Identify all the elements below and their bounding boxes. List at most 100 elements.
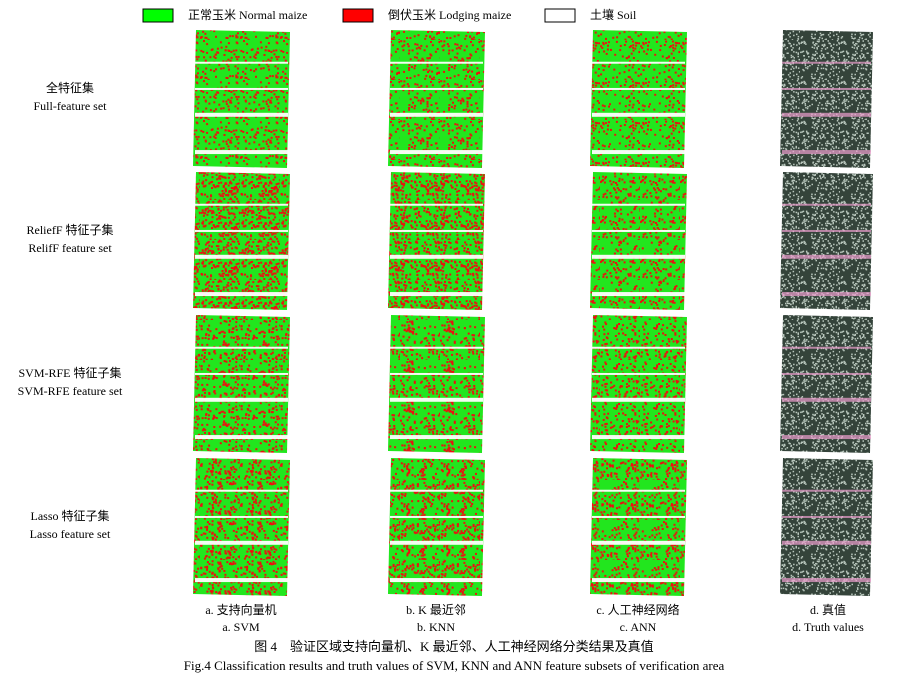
soil-stripe xyxy=(782,87,871,90)
soil-stripe xyxy=(592,150,685,155)
soil-stripe xyxy=(390,397,483,402)
soil-stripe xyxy=(592,292,685,297)
soil-stripe xyxy=(782,435,871,440)
caption-zh: 图 4 验证区域支持向量机、K 最近邻、人工神经网络分类结果及真值 xyxy=(254,639,653,654)
soil-stripe xyxy=(592,346,685,349)
soil-stripe xyxy=(195,87,288,90)
soil-stripe xyxy=(782,112,871,117)
result-image xyxy=(780,458,873,596)
soil-stripe xyxy=(782,61,871,64)
soil-stripe xyxy=(390,254,483,259)
legend-label: 土壤 Soil xyxy=(590,7,637,22)
soil-stripe xyxy=(592,397,685,402)
result-image xyxy=(388,315,485,453)
caption-en: Fig.4 Classification results and truth v… xyxy=(184,658,725,673)
soil-stripe xyxy=(782,372,871,375)
image-area xyxy=(780,30,873,168)
soil-stripe xyxy=(195,515,288,518)
column-label-zh: c. 人工神经网络 xyxy=(596,602,679,617)
soil-stripe xyxy=(782,203,871,206)
soil-stripe xyxy=(195,540,288,545)
soil-stripe xyxy=(390,292,483,297)
soil-stripe xyxy=(592,203,685,206)
soil-stripe xyxy=(195,61,288,64)
result-image xyxy=(388,30,485,168)
image-area xyxy=(388,30,485,168)
row-label-en: RelifF feature set xyxy=(28,241,112,255)
row-label-en: Full-feature set xyxy=(34,99,108,113)
soil-stripe xyxy=(782,229,871,232)
soil-stripe xyxy=(782,346,871,349)
result-image xyxy=(193,172,290,310)
image-area xyxy=(388,172,485,310)
soil-stripe xyxy=(782,540,871,545)
column-label-en: d. Truth values xyxy=(792,620,864,634)
legend-swatch xyxy=(342,8,374,23)
column-label-zh: a. 支持向量机 xyxy=(205,602,276,617)
column-label-en: a. SVM xyxy=(222,620,260,634)
image-area xyxy=(590,30,687,168)
soil-stripe xyxy=(390,229,483,232)
soil-stripe xyxy=(592,489,685,492)
soil-stripe xyxy=(592,112,685,117)
soil-stripe xyxy=(782,578,871,583)
result-image xyxy=(193,458,290,596)
legend-swatch xyxy=(544,8,576,23)
soil-stripe xyxy=(195,292,288,297)
soil-stripe xyxy=(195,203,288,206)
image-area xyxy=(193,315,290,453)
soil-stripe xyxy=(390,540,483,545)
soil-stripe xyxy=(592,435,685,440)
soil-stripe xyxy=(390,435,483,440)
result-image xyxy=(590,458,687,596)
image-area xyxy=(780,315,873,453)
soil-stripe xyxy=(195,150,288,155)
soil-stripe xyxy=(592,372,685,375)
image-area xyxy=(193,172,290,310)
soil-stripe xyxy=(390,578,483,583)
column-label-zh: b. K 最近邻 xyxy=(406,603,466,617)
soil-stripe xyxy=(592,540,685,545)
image-area xyxy=(780,458,873,596)
column-label-en: c. ANN xyxy=(620,620,657,634)
legend-swatch xyxy=(142,8,174,23)
soil-stripe xyxy=(592,87,685,90)
legend-label: 正常玉米 Normal maize xyxy=(188,8,307,22)
result-image xyxy=(590,30,687,168)
result-image xyxy=(388,458,485,596)
column-label-en: b. KNN xyxy=(417,620,455,634)
soil-stripe xyxy=(195,112,288,117)
result-image xyxy=(193,30,290,168)
soil-stripe xyxy=(782,292,871,297)
row-label-en: SVM-RFE feature set xyxy=(18,384,123,398)
soil-stripe xyxy=(782,150,871,155)
soil-stripe xyxy=(592,61,685,64)
soil-stripe xyxy=(195,578,288,583)
soil-stripe xyxy=(195,397,288,402)
soil-stripe xyxy=(390,61,483,64)
legend-label: 倒伏玉米 Lodging maize xyxy=(388,8,511,22)
image-area xyxy=(780,172,873,310)
image-area xyxy=(590,458,687,596)
soil-stripe xyxy=(782,254,871,259)
soil-stripe xyxy=(782,397,871,402)
result-image xyxy=(780,315,873,453)
soil-stripe xyxy=(390,489,483,492)
soil-stripe xyxy=(592,515,685,518)
result-image xyxy=(780,30,873,168)
soil-stripe xyxy=(390,112,483,117)
soil-stripe xyxy=(195,346,288,349)
soil-stripe xyxy=(390,346,483,349)
row-label-zh: ReliefF 特征子集 xyxy=(27,222,114,237)
soil-stripe xyxy=(390,150,483,155)
column-label-zh: d. 真值 xyxy=(810,602,846,617)
soil-stripe xyxy=(592,254,685,259)
soil-stripe xyxy=(782,515,871,518)
result-image xyxy=(590,172,687,310)
image-area xyxy=(590,315,687,453)
result-image xyxy=(388,172,485,310)
soil-stripe xyxy=(195,489,288,492)
soil-stripe xyxy=(390,87,483,90)
result-image xyxy=(193,315,290,453)
